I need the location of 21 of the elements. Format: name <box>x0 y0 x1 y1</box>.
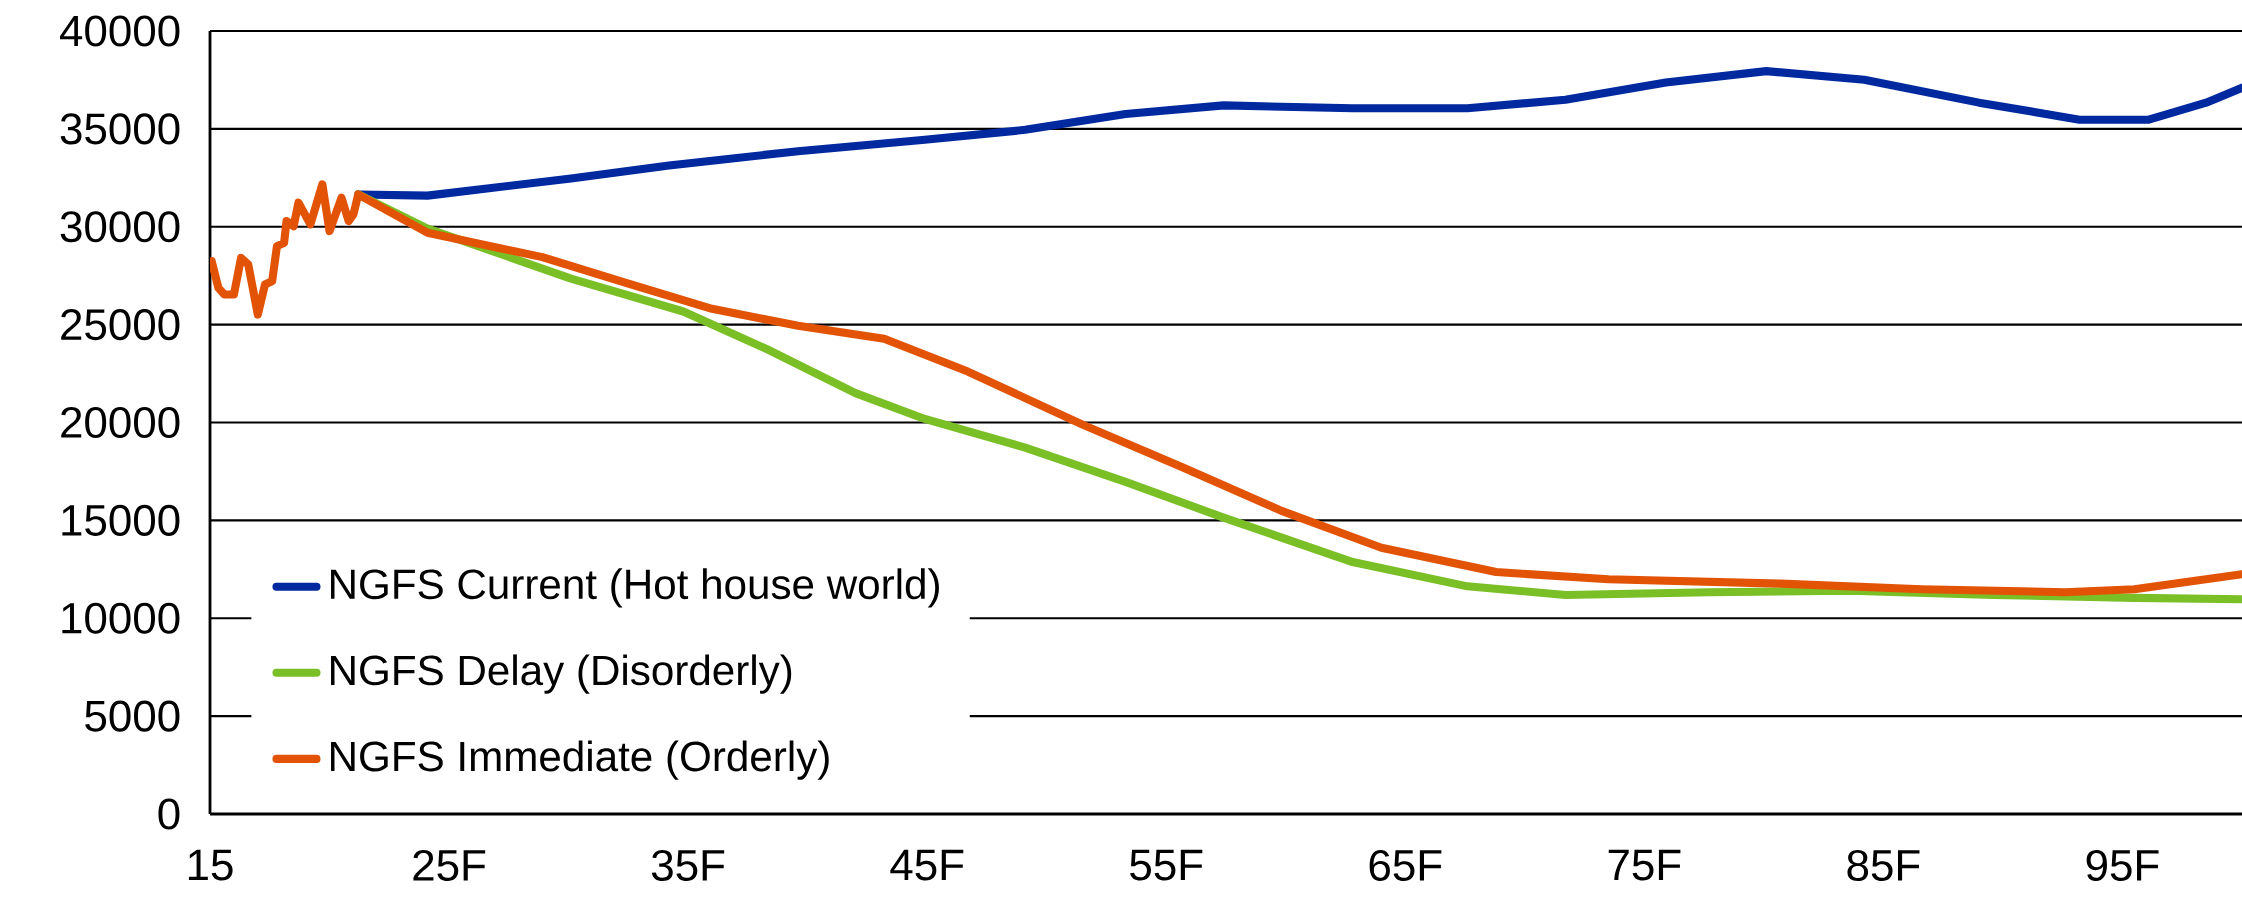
y-tick-label: 30000 <box>60 211 180 243</box>
y-tick-label: 35000 <box>60 113 180 145</box>
y-tick-label: 40000 <box>60 15 180 47</box>
x-tick-label: 35F <box>651 849 725 881</box>
legend-label: NGFS Delay (Disorderly) <box>331 654 792 694</box>
x-tick-label: 75F <box>1608 849 1681 881</box>
legend-label: NGFS Current (Hot house world) <box>331 568 939 608</box>
y-tick-label: 15000 <box>62 504 180 536</box>
y-tick-label: 25000 <box>61 309 180 341</box>
legend-label: NGFS Immediate (Orderly) <box>331 740 829 780</box>
y-tick-label: 20000 <box>61 406 180 439</box>
x-tick-label: 85F <box>1847 849 1920 881</box>
x-tick-label: 15 <box>188 849 233 881</box>
y-tick-label: 10000 <box>62 602 180 634</box>
x-tick-label: 65F <box>1369 849 1442 881</box>
x-tick-label: 45F <box>890 849 964 881</box>
x-tick-label: 55F <box>1130 849 1203 881</box>
y-tick-label: 5000 <box>85 700 180 732</box>
y-tick-label: 0 <box>158 798 180 830</box>
x-tick-label: 25F <box>413 849 486 881</box>
x-tick-label: 95F <box>2086 849 2159 881</box>
